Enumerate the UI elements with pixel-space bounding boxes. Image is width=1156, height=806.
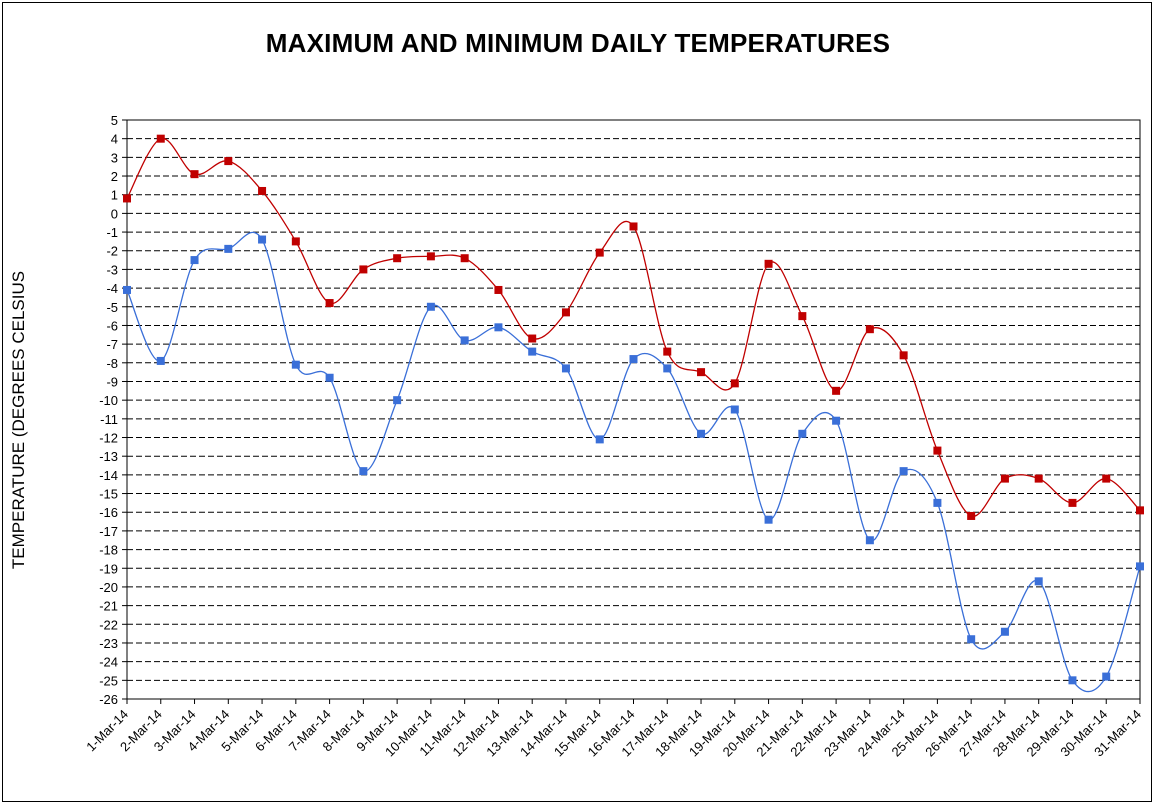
series-1-point — [426, 252, 435, 261]
y-tick-label: -9 — [106, 374, 118, 389]
series-1-point — [865, 325, 874, 334]
series-1-point — [156, 134, 165, 143]
series-2-point — [1000, 627, 1009, 636]
series-1-point — [663, 347, 672, 356]
series-1-point — [1068, 498, 1077, 507]
y-tick-label: -19 — [99, 561, 118, 576]
y-tick-label: -16 — [99, 505, 118, 520]
plot-area — [127, 120, 1140, 699]
series-2-point — [359, 467, 368, 476]
series-2-point — [764, 515, 773, 524]
series-1-point — [595, 248, 604, 257]
series-1-point — [730, 379, 739, 388]
y-tick-label: 0 — [111, 206, 118, 221]
y-tick-label: -5 — [106, 300, 118, 315]
series-1-point — [359, 265, 368, 274]
y-tick-label: -18 — [99, 543, 118, 558]
series-2-point — [224, 244, 233, 253]
y-tick-label: -6 — [106, 318, 118, 333]
series-1-point — [1136, 506, 1144, 515]
series-1-point — [528, 334, 537, 343]
series-2-point — [1136, 562, 1144, 571]
series-1-point — [494, 285, 503, 294]
y-tick-label: -21 — [99, 599, 118, 614]
series-1-point — [764, 259, 773, 268]
series-1-point — [1000, 474, 1009, 483]
series-1-point — [832, 386, 841, 395]
series-1-point — [460, 254, 469, 263]
series-2-point — [494, 323, 503, 332]
series-1-point — [224, 157, 233, 166]
y-tick-label: -8 — [106, 356, 118, 371]
series-1-point — [899, 351, 908, 360]
chart-title: MAXIMUM AND MINIMUM DAILY TEMPERATURES — [265, 28, 891, 58]
series-2-point — [1102, 672, 1111, 681]
y-tick-label: -26 — [99, 692, 118, 707]
series-1-point — [123, 194, 131, 203]
series-2-point — [899, 467, 908, 476]
series-2-point — [561, 364, 570, 373]
series-1-point — [325, 299, 334, 308]
series-1-point — [697, 368, 706, 377]
series-2-point — [291, 360, 300, 369]
series-2-point — [325, 373, 334, 382]
series-2-point — [123, 285, 131, 294]
series-1-point — [629, 222, 638, 231]
series-1-point — [190, 170, 199, 179]
series-2-point — [1034, 577, 1043, 586]
y-tick-label: -11 — [100, 412, 118, 427]
y-tick-label: -1 — [106, 225, 118, 240]
series-2-point — [663, 364, 672, 373]
series-2-point — [697, 429, 706, 438]
y-tick-label: 5 — [111, 113, 118, 128]
series-2-point — [258, 235, 267, 244]
series-1-line — [126, 138, 1141, 517]
y-tick-label: 4 — [111, 132, 118, 147]
y-tick-label: 2 — [111, 169, 118, 184]
series-1-point — [291, 237, 300, 246]
series-2-point — [426, 302, 435, 311]
series-2-point — [967, 635, 976, 644]
y-tick-label: -22 — [99, 617, 118, 632]
y-tick-label: -10 — [99, 393, 118, 408]
series-1-point — [258, 186, 267, 195]
series-1-point — [933, 446, 942, 455]
y-tick-label: -25 — [99, 673, 118, 688]
series-2-point — [156, 356, 165, 365]
series-1-point — [1034, 474, 1043, 483]
y-tick-label: -4 — [106, 281, 118, 296]
y-tick-label: -24 — [99, 655, 118, 670]
y-tick-label: -23 — [99, 636, 118, 651]
series-1-point — [1102, 474, 1111, 483]
y-tick-label: -13 — [99, 449, 118, 464]
series-2-point — [393, 396, 402, 405]
series-2-point — [190, 256, 199, 265]
y-tick-label: -20 — [99, 580, 118, 595]
y-tick-label: -12 — [99, 431, 118, 446]
series-2-point — [1068, 676, 1077, 685]
series-2-point — [730, 405, 739, 414]
series-1-point — [561, 308, 570, 317]
series-2-point — [595, 435, 604, 444]
series-2-point — [460, 336, 469, 345]
series-2-point — [933, 498, 942, 507]
series-2-point — [629, 355, 638, 364]
y-tick-label: -15 — [99, 487, 118, 502]
series-1-point — [798, 312, 807, 321]
series-2-point — [798, 429, 807, 438]
y-tick-label: -14 — [99, 468, 118, 483]
series-1-point — [393, 254, 402, 263]
y-tick-label: -17 — [99, 524, 118, 539]
y-tick-label: -3 — [106, 262, 118, 277]
y-tick-label: 1 — [111, 188, 118, 203]
y-tick-label: -2 — [106, 244, 118, 259]
series-1-point — [967, 511, 976, 520]
series-2-point — [528, 347, 537, 356]
y-tick-label: 3 — [111, 150, 118, 165]
series-2-point — [865, 536, 874, 545]
series-2-point — [832, 416, 841, 425]
y-tick-label: -7 — [106, 337, 118, 352]
